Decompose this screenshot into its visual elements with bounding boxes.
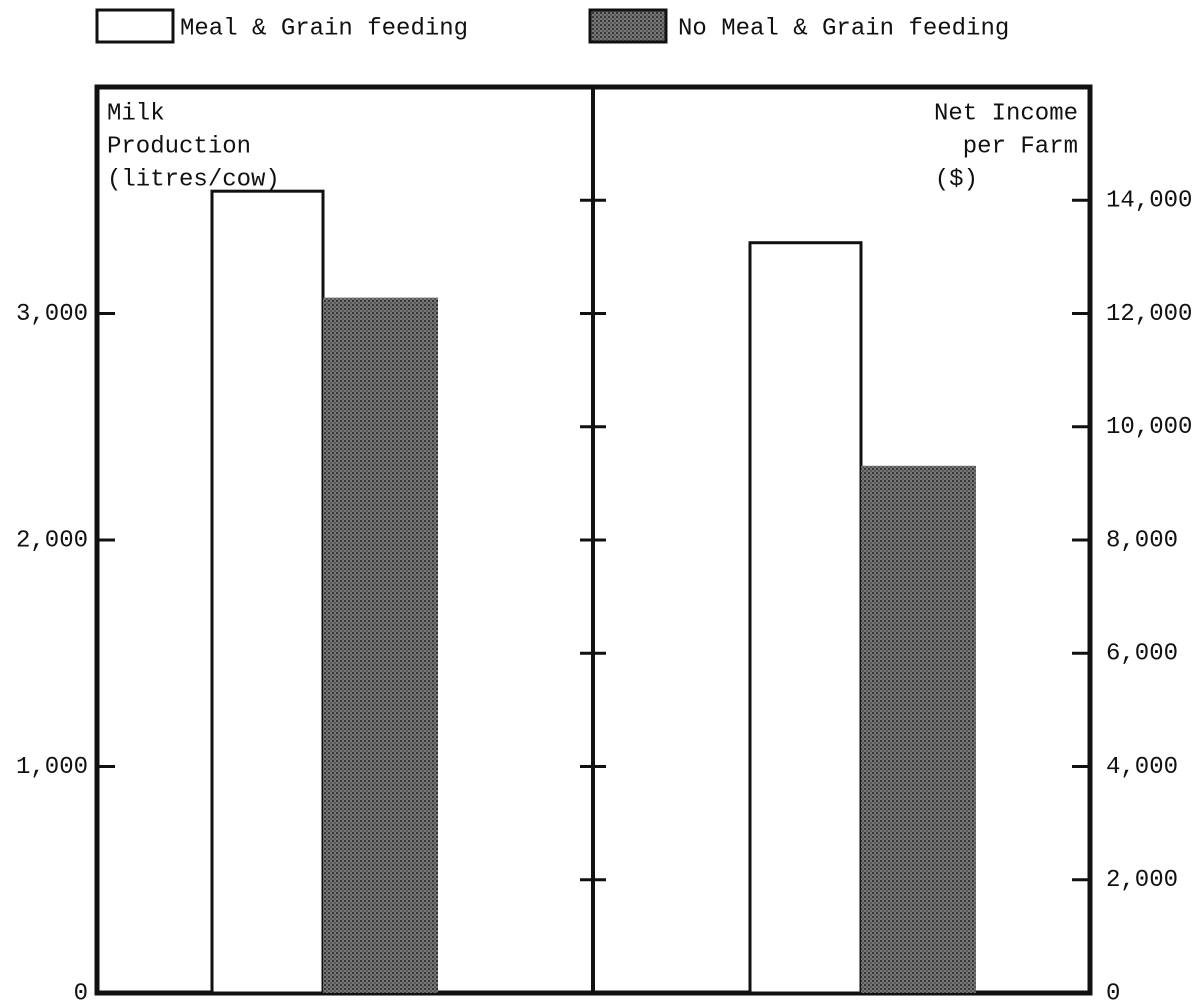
y-tick-label: 1,000 xyxy=(16,754,88,781)
y-tick-label: 14,000 xyxy=(1106,188,1192,215)
y-tick-label: 2,000 xyxy=(1106,867,1178,894)
y-tick-label: 2,000 xyxy=(16,527,88,554)
y-tick-label: 0 xyxy=(74,980,88,1004)
legend-label: Meal & Grain feeding xyxy=(180,15,468,42)
y-axis-label: Milk xyxy=(107,100,165,127)
y-axis-label: Production xyxy=(107,133,251,160)
y-axis-label: Net Income xyxy=(934,100,1078,127)
bar xyxy=(323,297,438,993)
legend-label: No Meal & Grain feeding xyxy=(678,15,1009,42)
y-tick-label: 4,000 xyxy=(1106,754,1178,781)
y-tick-label: 8,000 xyxy=(1106,527,1178,554)
bar xyxy=(210,189,325,995)
y-tick-label: 3,000 xyxy=(16,301,88,328)
y-axis-label: (litres/cow) xyxy=(107,166,280,193)
legend-swatch xyxy=(95,8,175,44)
y-tick-label: 0 xyxy=(1106,980,1120,1004)
bar xyxy=(748,241,863,995)
y-axis-label: ($) xyxy=(935,166,978,193)
y-tick-label: 10,000 xyxy=(1106,414,1192,441)
y-tick-label: 12,000 xyxy=(1106,301,1192,328)
y-tick-label: 6,000 xyxy=(1106,641,1178,668)
legend-swatch xyxy=(588,8,668,44)
y-axis-label: per Farm xyxy=(963,133,1078,160)
bar xyxy=(861,465,976,993)
